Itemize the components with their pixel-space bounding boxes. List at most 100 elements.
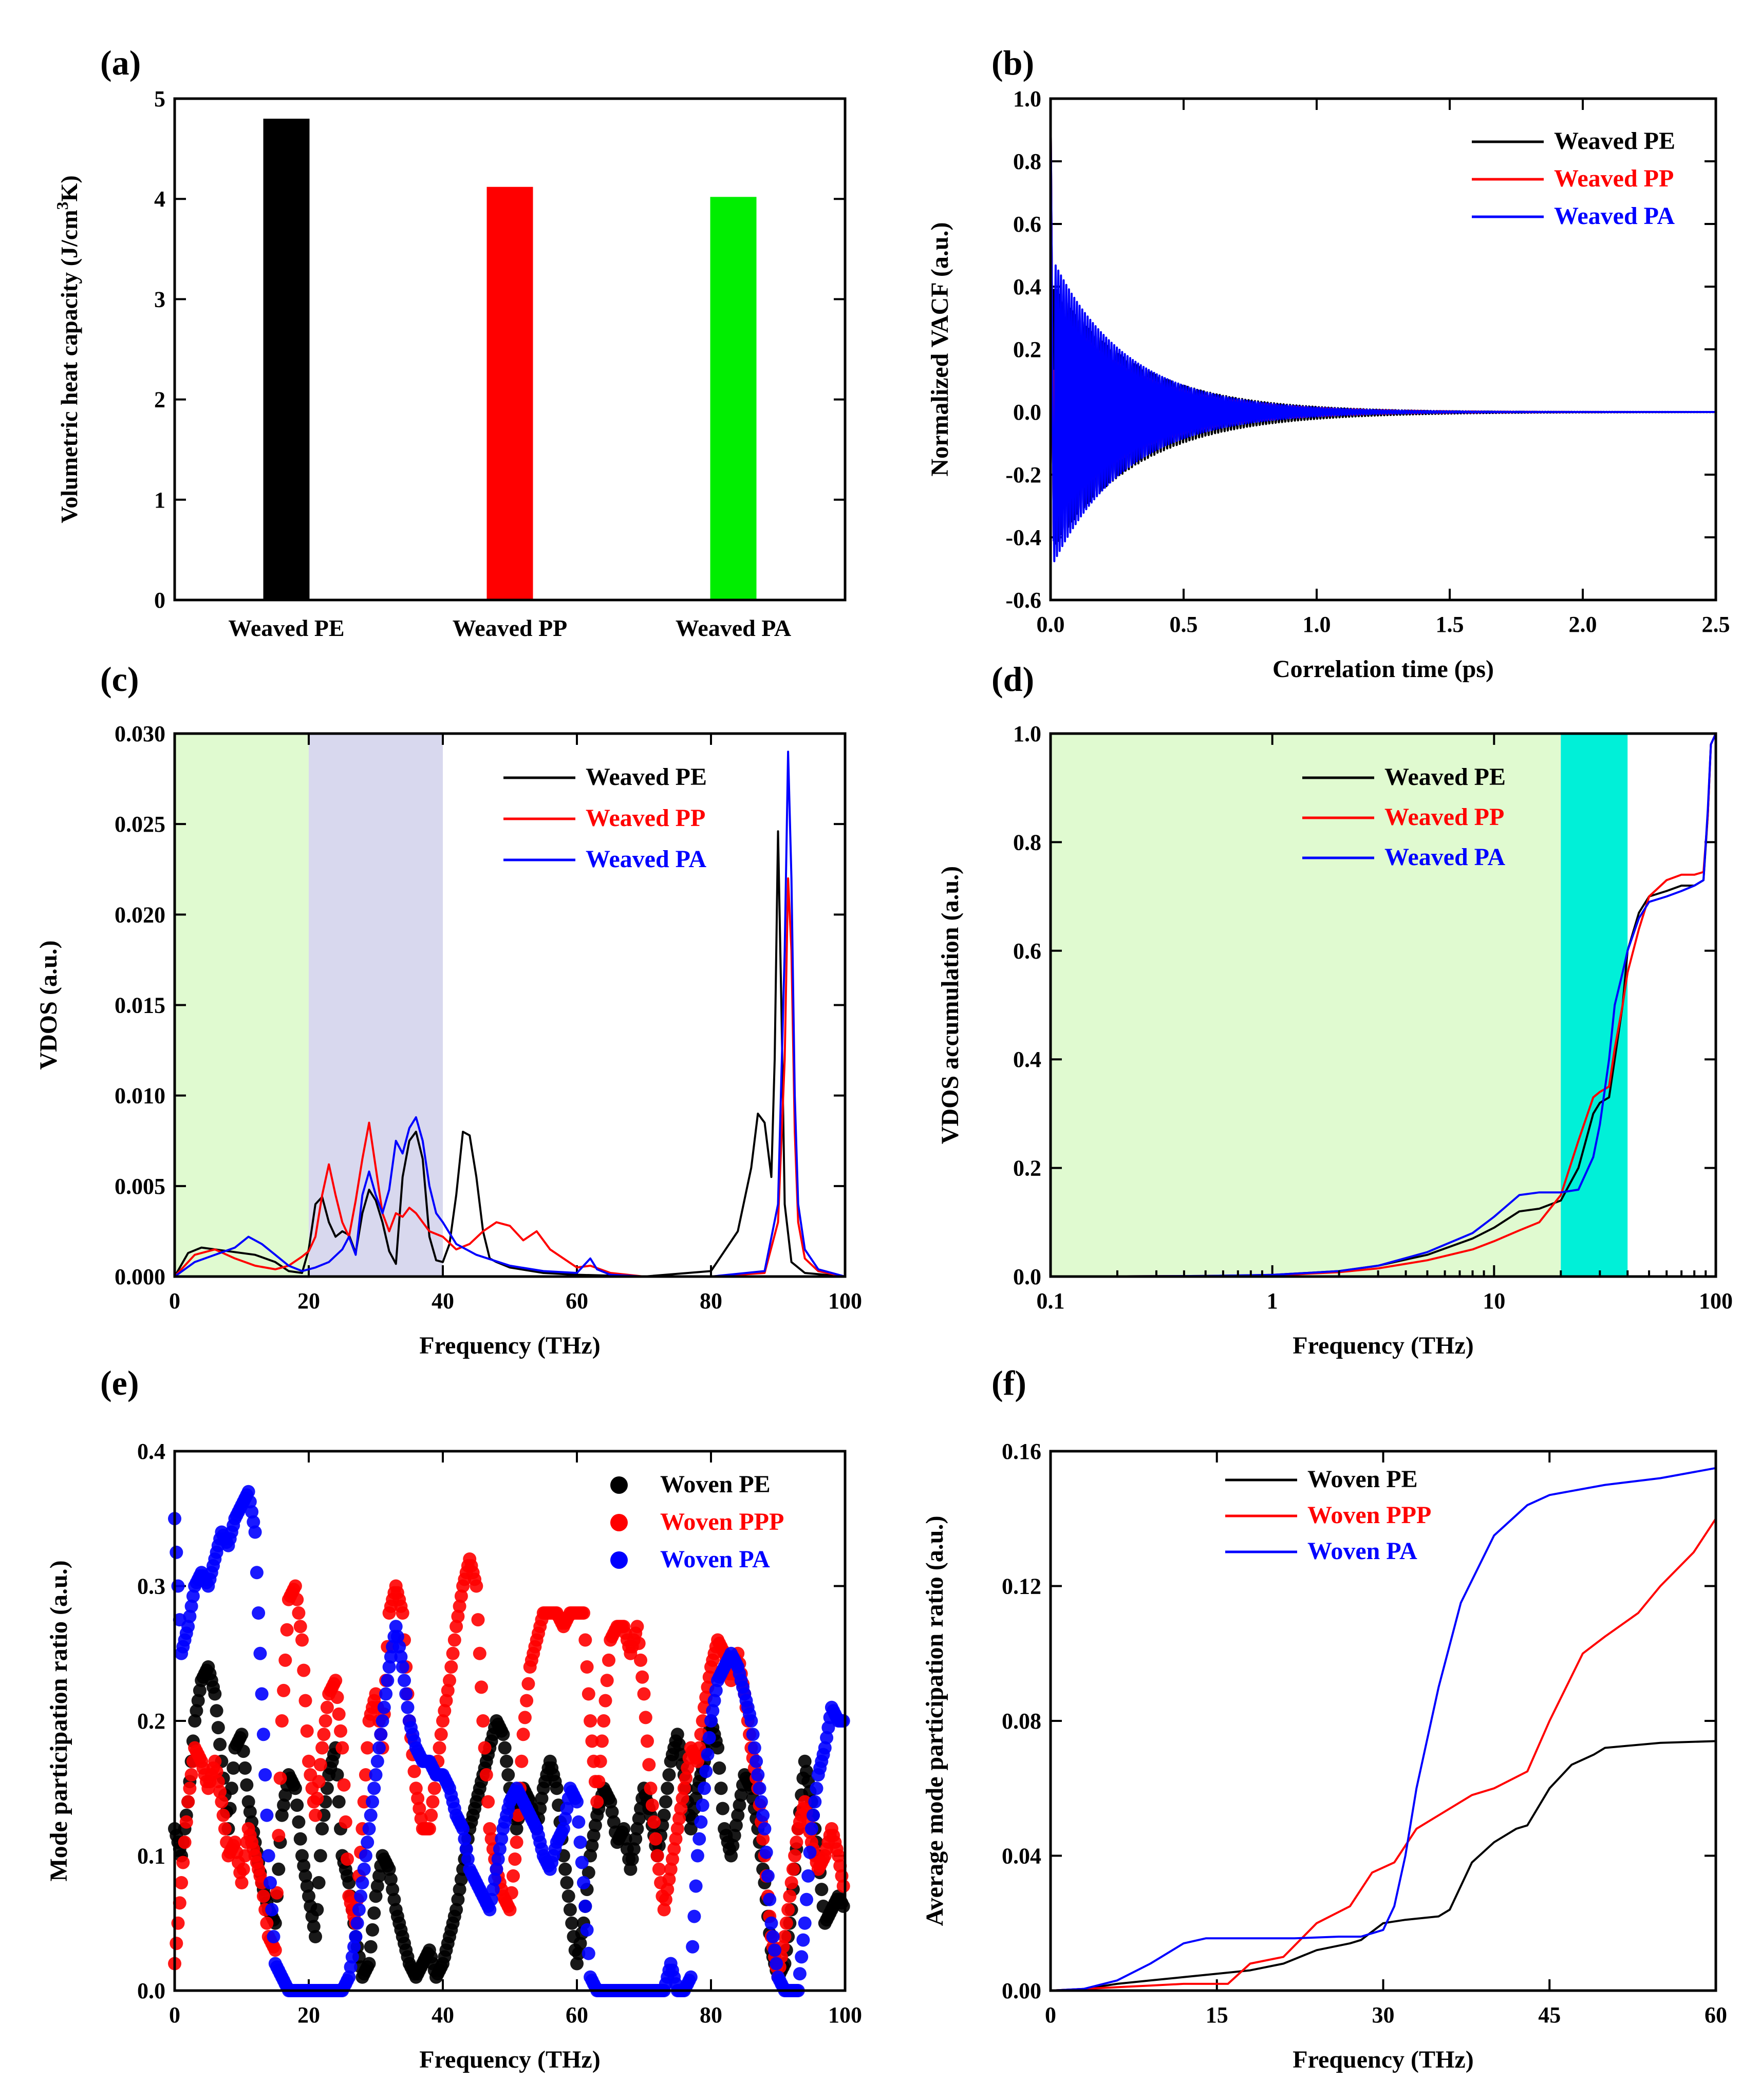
scatter-point-woven-pe	[659, 1795, 672, 1809]
scatter-point-woven-pe	[684, 1822, 698, 1835]
scatter-point-woven-ppp	[256, 1889, 270, 1903]
scatter-point-woven-ppp	[300, 1724, 314, 1738]
scatter-point-woven-pe	[617, 1822, 631, 1835]
scatter-point-woven-pe	[501, 1768, 515, 1782]
scatter-point-woven-pa	[582, 1946, 595, 1960]
shaded-region	[1051, 734, 1561, 1277]
scatter-point-woven-pe	[711, 1741, 725, 1755]
series-line-weaved-pa	[1050, 733, 1717, 1278]
series-line-woven-pe	[1050, 1740, 1716, 1992]
x-tick-label: 0.5	[1170, 612, 1198, 637]
y-tick-label: 0.005	[115, 1174, 165, 1199]
legend-label: Woven PA	[1307, 1538, 1417, 1565]
scatter-point-woven-pe	[533, 1802, 547, 1815]
scatter-point-woven-pa	[709, 1683, 723, 1697]
scatter-point-woven-ppp	[173, 1896, 186, 1910]
scatter-point-woven-pa	[241, 1485, 255, 1498]
x-axis-label: Correlation time (ps)	[1272, 655, 1494, 683]
scatter-point-woven-pa	[382, 1660, 396, 1674]
scatter-point-woven-ppp	[334, 1724, 347, 1738]
scatter-point-woven-pe	[585, 1839, 599, 1852]
scatter-point-woven-ppp	[662, 1872, 676, 1886]
scatter-point-woven-pe	[364, 1940, 378, 1954]
scatter-point-woven-ppp	[446, 1646, 460, 1660]
x-axis-label: Frequency (THz)	[419, 2046, 600, 2073]
legend-label: Weaved PP	[1554, 165, 1674, 192]
scatter-point-woven-pa	[377, 1700, 391, 1714]
scatter-point-woven-pa	[255, 1687, 269, 1701]
scatter-point-woven-ppp	[337, 1778, 351, 1792]
scatter-point-woven-pa	[183, 1609, 197, 1623]
scatter-point-woven-ppp	[454, 1589, 468, 1603]
scatter-point-woven-pe	[315, 1822, 329, 1835]
scatter-point-woven-ppp	[630, 1620, 644, 1634]
scatter-point-woven-pa	[754, 1795, 768, 1809]
scatter-point-woven-pe	[535, 1791, 549, 1805]
scatter-point-woven-pa	[807, 1808, 820, 1822]
scatter-point-woven-pe	[619, 1832, 632, 1846]
legend-label: Woven PPP	[1307, 1502, 1431, 1529]
scatter-point-woven-ppp	[298, 1694, 312, 1708]
y-tick-label: 0.00	[1002, 1978, 1041, 2003]
scatter-point-woven-pa	[367, 1782, 381, 1795]
scatter-point-woven-ppp	[211, 1775, 225, 1789]
legend-label: Weaved PE	[586, 763, 707, 791]
scatter-point-woven-pe	[724, 1849, 738, 1863]
scatter-point-woven-pa	[558, 1812, 572, 1826]
scatter-point-woven-ppp	[481, 1795, 495, 1809]
scatter-point-woven-ppp	[361, 1741, 375, 1755]
scatter-point-woven-ppp	[175, 1876, 189, 1889]
scatter-point-woven-pa	[746, 1728, 760, 1741]
x-tick-label: 0.0	[1037, 612, 1065, 637]
x-tick-label: 100	[1699, 1288, 1733, 1314]
scatter-point-woven-pa	[495, 1832, 509, 1846]
y-tick-label: 0.12	[1002, 1574, 1041, 1599]
scatter-point-woven-pa	[560, 1802, 574, 1815]
scatter-point-woven-ppp	[836, 1879, 850, 1893]
scatter-point-woven-pe	[731, 1808, 745, 1822]
scatter-point-woven-pe	[227, 1761, 240, 1775]
scatter-point-woven-pe	[670, 1728, 684, 1741]
scatter-point-woven-pe	[798, 1754, 812, 1768]
scatter-point-woven-pa	[796, 1933, 810, 1947]
scatter-point-woven-ppp	[577, 1606, 590, 1620]
x-tick-label: 80	[700, 2002, 722, 2028]
scatter-point-woven-pe	[312, 1876, 326, 1889]
panel-b-vacf-chart: -0.6 -0.4 -0.2 0.0 0.2 0.4 0.6 0.8 1.0 0.0 0.5 1.0 1…	[926, 86, 1730, 683]
x-tick-label: 10	[1483, 1288, 1505, 1314]
scatter-point-woven-pe	[605, 1805, 619, 1819]
scatter-point-woven-pa	[759, 1845, 773, 1859]
scatter-point-woven-ppp	[641, 1734, 654, 1748]
scatter-point-woven-ppp	[832, 1849, 845, 1863]
scatter-point-woven-ppp	[600, 1674, 614, 1688]
series-line-woven-pa	[1050, 1467, 1716, 1992]
y-tick-label: 1	[154, 488, 165, 513]
scatter-point-woven-pa	[396, 1660, 409, 1674]
y-tick-label: 5	[154, 86, 165, 111]
scatter-point-woven-pe	[275, 1808, 289, 1822]
scatter-point-woven-pa	[394, 1650, 408, 1664]
scatter-point-woven-pe	[309, 1930, 322, 1943]
y-tick-label: 2	[154, 387, 165, 413]
y-tick-label: 0.4	[1013, 274, 1041, 299]
scatter-point-woven-pe	[573, 1937, 587, 1951]
scatter-point-woven-pe	[369, 1889, 383, 1903]
x-category-label: Weaved PA	[676, 615, 791, 641]
scatter-point-woven-pe	[500, 1754, 513, 1768]
scatter-point-woven-ppp	[411, 1791, 425, 1805]
scatter-point-woven-ppp	[634, 1653, 647, 1667]
legend-label: Woven PE	[660, 1471, 771, 1498]
scatter-point-woven-pe	[293, 1832, 307, 1846]
panel-d-vdos-accumulation-chart: 0.0 0.2 0.4 0.6 0.8 1.0 0.1 1 10 100 Frequency (TH…	[937, 721, 1733, 1359]
scatter-point-woven-pa	[753, 1782, 766, 1795]
scatter-point-woven-pa	[801, 1869, 815, 1883]
scatter-point-woven-pa	[795, 1950, 809, 1964]
series-line-weaved-pe	[174, 830, 846, 1278]
x-tick-label: 20	[297, 2002, 320, 2028]
scatter-point-woven-pe	[582, 1866, 595, 1880]
scatter-point-woven-ppp	[450, 1620, 463, 1634]
scatter-point-woven-ppp	[235, 1876, 249, 1889]
y-tick-label: 0.0	[137, 1978, 165, 2003]
x-tick-label: 15	[1206, 2002, 1228, 2028]
scatter-point-woven-pa	[355, 1876, 369, 1889]
